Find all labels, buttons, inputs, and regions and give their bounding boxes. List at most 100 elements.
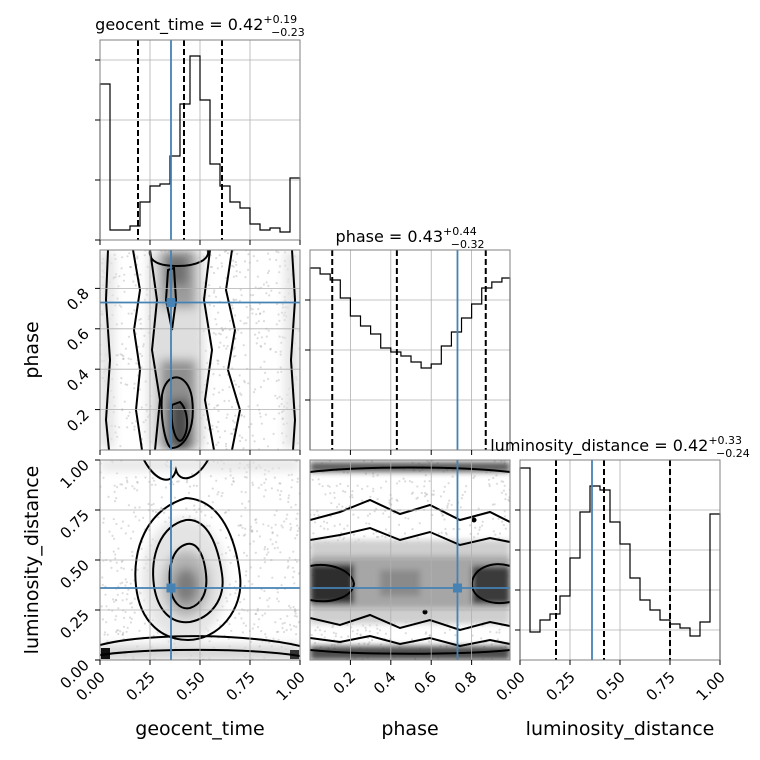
sample-point [269, 348, 272, 351]
ytick-label-luminosity-distance: 0.75 [56, 506, 92, 542]
sample-point [275, 379, 278, 383]
sample-point [220, 262, 223, 265]
sample-point [286, 566, 289, 570]
sample-point [310, 634, 313, 637]
sample-point [231, 432, 234, 435]
sample-point [225, 336, 228, 339]
sample-point [277, 379, 280, 382]
sample-point [120, 377, 123, 380]
sample-point [245, 305, 248, 309]
sample-point [122, 631, 125, 634]
sample-point [121, 633, 124, 636]
sample-point [212, 393, 215, 396]
sample-point [256, 275, 259, 278]
sample-point [100, 605, 103, 608]
sample-point [279, 366, 282, 369]
sample-point [255, 612, 258, 616]
sample-point [278, 271, 281, 274]
sample-point [233, 346, 236, 349]
sample-point [154, 483, 157, 486]
sample-point [425, 631, 428, 634]
sample-point [443, 485, 446, 488]
sample-point [291, 479, 294, 482]
sample-point [351, 496, 354, 499]
sample-point [278, 319, 281, 322]
sample-point [125, 581, 128, 584]
sample-point [112, 550, 115, 553]
xtick-label-luminosity-distance: 0.75 [642, 668, 678, 704]
sample-point [500, 480, 503, 483]
sample-point [220, 494, 223, 498]
sample-point [219, 286, 222, 289]
sample-point [121, 483, 124, 486]
sample-point [130, 312, 133, 315]
sample-point [416, 537, 419, 540]
sample-point [314, 629, 317, 632]
sample-point [287, 500, 290, 504]
sample-point [495, 474, 498, 477]
xlabel-phase: phase [381, 718, 438, 740]
sample-point [155, 510, 158, 514]
sample-point [251, 583, 254, 586]
sample-point [346, 623, 349, 627]
sample-point [382, 512, 385, 515]
sample-point [142, 345, 145, 348]
sample-point [235, 270, 238, 273]
sample-point [267, 524, 270, 527]
sample-point [240, 515, 243, 518]
sample-point [247, 425, 250, 429]
sample-point [234, 592, 237, 595]
sample-point [126, 255, 129, 258]
sample-point [235, 263, 238, 266]
sample-point [230, 304, 234, 307]
sample-point [190, 472, 194, 476]
sample-point [128, 616, 132, 619]
sample-point [270, 289, 273, 292]
sample-point [491, 517, 495, 520]
sample-point [292, 550, 295, 553]
sample-point [258, 312, 262, 316]
sample-point [233, 299, 236, 302]
sample-point [416, 496, 419, 499]
sample-point [259, 415, 262, 418]
sample-point [377, 535, 380, 539]
sample-point [251, 481, 254, 484]
sample-point [296, 529, 299, 533]
sample-point [263, 557, 266, 560]
sample-point [247, 500, 250, 503]
sample-point [164, 520, 167, 524]
sample-point [335, 484, 338, 487]
sample-point [255, 518, 258, 521]
sample-point [368, 522, 371, 525]
sample-point [492, 476, 495, 480]
sample-point [333, 644, 336, 647]
sample-point [144, 419, 147, 422]
sample-point [126, 626, 129, 630]
sample-point [232, 477, 235, 480]
sample-point [357, 642, 361, 645]
sample-point [212, 332, 215, 335]
sample-point [243, 551, 246, 555]
ylabel-luminosity-distance: luminosity_distance [21, 466, 43, 655]
sample-point [252, 540, 255, 543]
sample-point [461, 493, 464, 497]
sample-point [375, 535, 378, 539]
sample-point [440, 511, 443, 515]
sample-point [454, 634, 457, 637]
sample-point [126, 426, 129, 429]
sample-point [273, 547, 276, 550]
sample-point [139, 273, 142, 276]
sample-point [143, 334, 146, 337]
sample-point [251, 530, 254, 533]
sample-point [112, 518, 115, 521]
sample-point [446, 504, 449, 507]
sample-point [127, 414, 130, 417]
sample-point [121, 592, 124, 595]
sample-point [278, 291, 281, 294]
sample-point [239, 392, 242, 395]
sample-point [234, 337, 237, 340]
sample-point [266, 445, 270, 448]
sample-point [403, 532, 407, 535]
sample-point [290, 473, 293, 476]
